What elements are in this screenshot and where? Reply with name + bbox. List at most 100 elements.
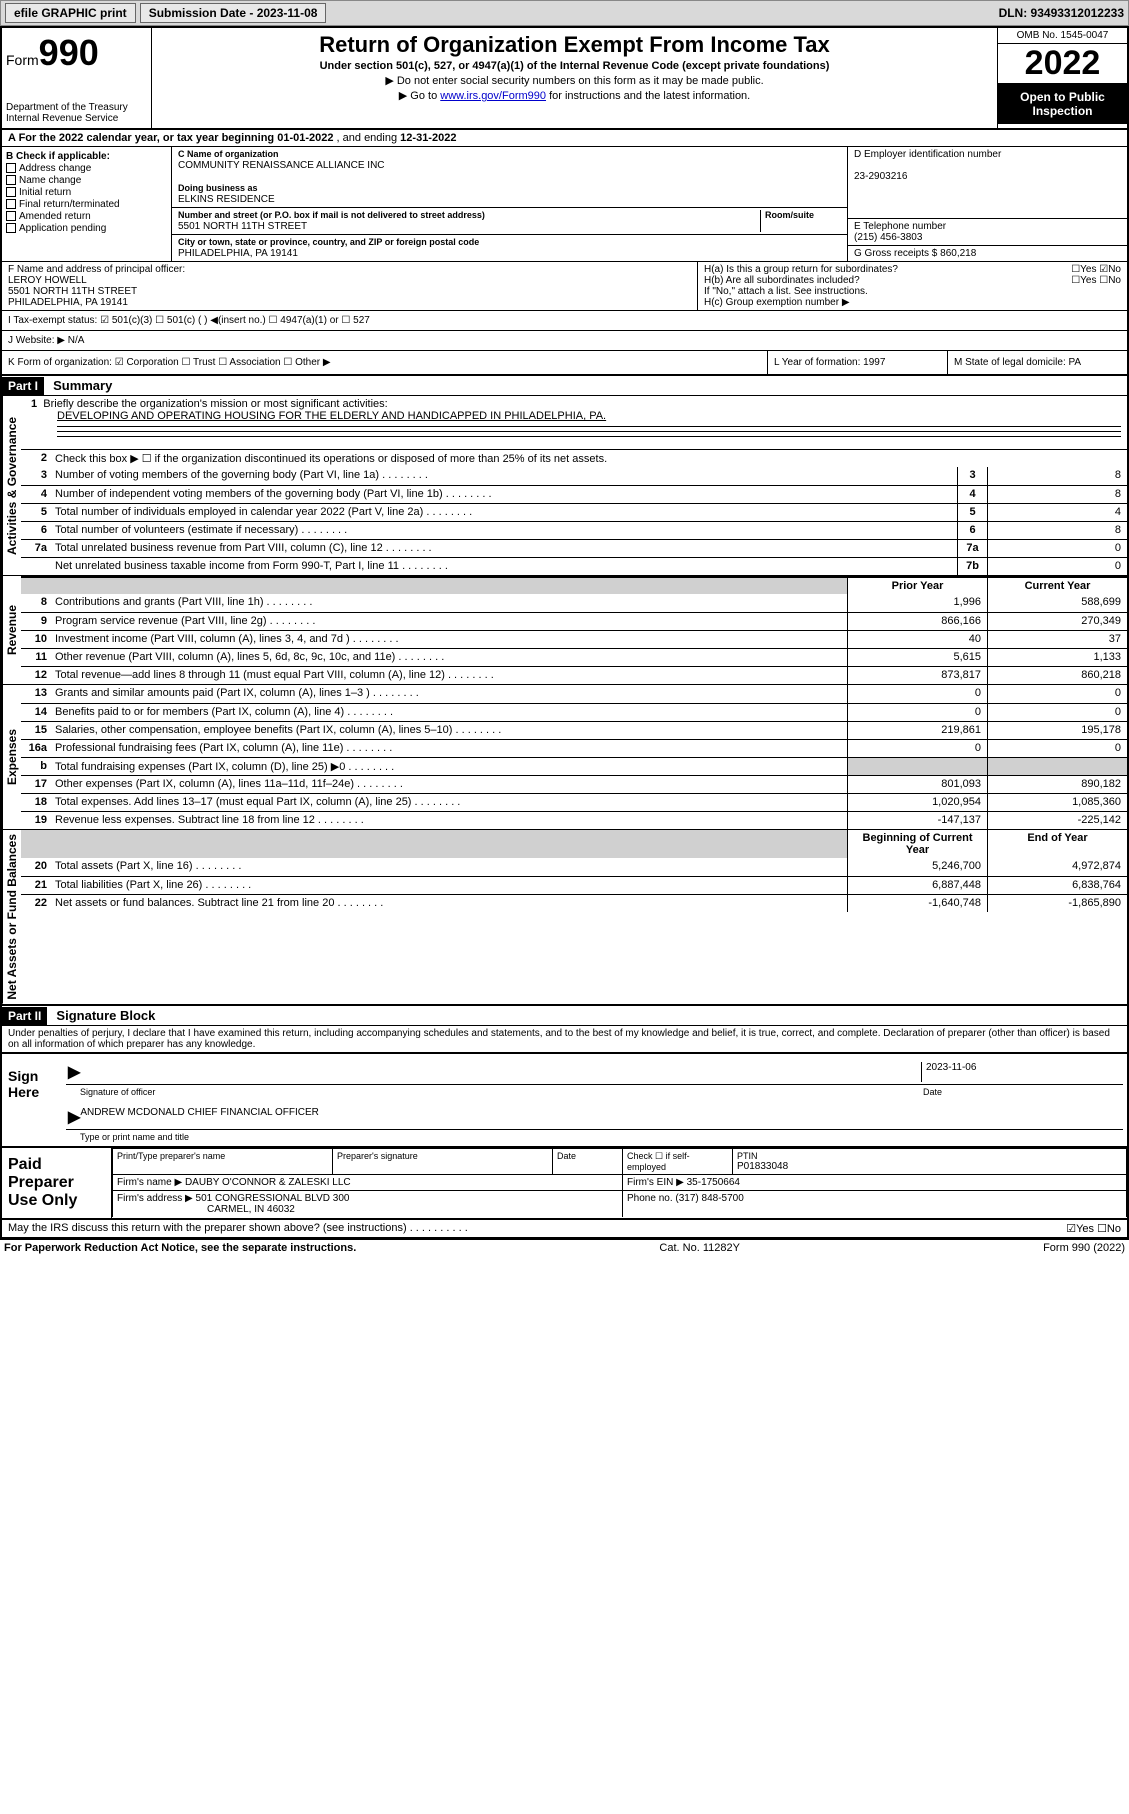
vlabel-net: Net Assets or Fund Balances [2, 830, 21, 1004]
state-domicile-label: M State of legal domicile: [954, 357, 1066, 368]
line-20: 20 Total assets (Part X, line 16) 5,246,… [21, 858, 1127, 876]
paid-preparer-label: Paid Preparer Use Only [2, 1148, 112, 1218]
form-990-num: 990 [39, 32, 99, 73]
cb-amended-return[interactable]: Amended return [6, 211, 167, 222]
vlabel-expenses: Expenses [2, 685, 21, 829]
line-8: 8 Contributions and grants (Part VIII, l… [21, 594, 1127, 612]
part-ii-header: Part II Signature Block [2, 1006, 1127, 1026]
irs-link[interactable]: www.irs.gov/Form990 [440, 90, 546, 102]
section-klm: K Form of organization: ☑ Corporation ☐ … [2, 351, 1127, 376]
hb-note: If "No," attach a list. See instructions… [704, 286, 1121, 297]
irs-label: Internal Revenue Service [6, 113, 147, 124]
addr-label: Number and street (or P.O. box if mail i… [178, 210, 485, 220]
dln-label: DLN: 93493312012233 [999, 6, 1124, 20]
line-9: 9 Program service revenue (Part VIII, li… [21, 612, 1127, 630]
ein-label: D Employer identification number [854, 149, 1001, 160]
part-i-badge: Part I [2, 377, 44, 395]
form-note-link: ▶ Go to www.irs.gov/Form990 for instruct… [160, 89, 989, 102]
sign-date: 2023-11-06 [921, 1062, 1121, 1082]
ha-answer: ☐Yes ☑No [1071, 264, 1121, 275]
line-22: 22 Net assets or fund balances. Subtract… [21, 894, 1127, 912]
org-name: COMMUNITY RENAISSANCE ALLIANCE INC [178, 160, 385, 171]
group-return: H(a) Is this a group return for subordin… [697, 262, 1127, 310]
part-i-header: Part I Summary [2, 376, 1127, 396]
org-name-label: C Name of organization [178, 149, 279, 159]
firm-ein: 35-1750664 [687, 1177, 740, 1188]
form-of-org-label: K Form of organization: [8, 357, 112, 368]
part-ii-title: Signature Block [50, 1006, 161, 1025]
state-domicile: PA [1069, 357, 1082, 368]
gross-value: 860,218 [940, 248, 976, 259]
footer-form: Form 990 (2022) [1043, 1242, 1125, 1254]
section-i: I Tax-exempt status: ☑ 501(c)(3) ☐ 501(c… [2, 311, 1127, 331]
row-a-period: A For the 2022 calendar year, or tax yea… [2, 130, 1127, 147]
col-c-org: C Name of organization COMMUNITY RENAISS… [172, 147, 847, 261]
hb-label: H(b) Are all subordinates included? [704, 275, 860, 286]
arrow-icon: ▶ [68, 1107, 80, 1127]
net-assets-section: Net Assets or Fund Balances Beginning of… [2, 830, 1127, 1006]
city-state-zip: PHILADELPHIA, PA 19141 [178, 248, 298, 259]
year-formation: 1997 [863, 357, 885, 368]
cb-initial-return[interactable]: Initial return [6, 187, 167, 198]
efile-print-button[interactable]: efile GRAPHIC print [5, 3, 136, 23]
part-i-title: Summary [47, 376, 118, 395]
line-5: 5 Total number of individuals employed i… [21, 503, 1127, 521]
street-address: 5501 NORTH 11TH STREET [178, 221, 307, 232]
open-to-public: Open to Public Inspection [998, 84, 1127, 124]
form-990: Form990 Department of the Treasury Inter… [0, 26, 1129, 1240]
discuss-row: May the IRS discuss this return with the… [2, 1220, 1127, 1238]
form-of-org-opts: ☑ Corporation ☐ Trust ☐ Association ☐ Ot… [115, 357, 331, 368]
ptin-value: P01833048 [737, 1161, 788, 1172]
period-end: 12-31-2022 [400, 132, 456, 144]
dba-name: ELKINS RESIDENCE [178, 194, 275, 205]
cb-name-change[interactable]: Name change [6, 175, 167, 186]
line-12: 12 Total revenue—add lines 8 through 11 … [21, 666, 1127, 684]
sign-here-block: Sign Here ▶ 2023-11-06 Signature of offi… [2, 1052, 1127, 1148]
line-16a: 16a Professional fundraising fees (Part … [21, 739, 1127, 757]
tax-year: 2022 [998, 44, 1127, 84]
date-label: Date [923, 1087, 1123, 1097]
dept-treasury: Department of the Treasury [6, 102, 147, 113]
firm-phone: (317) 848-5700 [675, 1193, 743, 1204]
sign-here-label: Sign Here [2, 1054, 62, 1146]
period-begin: 01-01-2022 [277, 132, 333, 144]
expenses-section: Expenses 13 Grants and similar amounts p… [2, 685, 1127, 830]
phone-value: (215) 456-3803 [854, 232, 922, 243]
hdr-current-year: Current Year [987, 578, 1127, 594]
hdr-end-year: End of Year [987, 830, 1127, 858]
footer-cat: Cat. No. 11282Y [659, 1242, 740, 1254]
col-deg: D Employer identification number 23-2903… [847, 147, 1127, 261]
discuss-answer: ☑Yes ☐No [1066, 1222, 1121, 1235]
line-11: 11 Other revenue (Part VIII, column (A),… [21, 648, 1127, 666]
vlabel-gov: Activities & Governance [2, 396, 21, 575]
section-j: J Website: ▶ N/A [2, 331, 1127, 351]
room-label: Room/suite [765, 210, 814, 220]
cb-final-return[interactable]: Final return/terminated [6, 199, 167, 210]
phone-label: E Telephone number [854, 221, 946, 232]
tax-exempt-label: I Tax-exempt status: [8, 315, 97, 326]
line-21: 21 Total liabilities (Part X, line 26) 6… [21, 876, 1127, 894]
line-17: 17 Other expenses (Part IX, column (A), … [21, 775, 1127, 793]
form-header: Form990 Department of the Treasury Inter… [2, 28, 1127, 130]
col-b-head: B Check if applicable: [6, 151, 167, 162]
line-18: 18 Total expenses. Add lines 13–17 (must… [21, 793, 1127, 811]
activities-governance: Activities & Governance 1 Briefly descri… [2, 396, 1127, 576]
principal-officer: F Name and address of principal officer:… [2, 262, 697, 310]
omb-number: OMB No. 1545-0047 [998, 28, 1127, 44]
hdr-prior-year: Prior Year [847, 578, 987, 594]
form-title: Return of Organization Exempt From Incom… [160, 32, 989, 58]
line-14: 14 Benefits paid to or for members (Part… [21, 703, 1127, 721]
line-13: 13 Grants and similar amounts paid (Part… [21, 685, 1127, 703]
form-note-ssn: ▶ Do not enter social security numbers o… [160, 74, 989, 87]
sig-officer-label: Signature of officer [66, 1087, 923, 1097]
col-b-checkboxes: B Check if applicable: Address change Na… [2, 147, 172, 261]
cb-address-change[interactable]: Address change [6, 163, 167, 174]
perjury-statement: Under penalties of perjury, I declare th… [2, 1026, 1127, 1052]
hdr-beginning-year: Beginning of Current Year [847, 830, 987, 858]
signer-name: ANDREW MCDONALD CHIEF FINANCIAL OFFICER [80, 1107, 319, 1127]
footer-left: For Paperwork Reduction Act Notice, see … [4, 1242, 356, 1254]
mission-text: DEVELOPING AND OPERATING HOUSING FOR THE… [57, 410, 1121, 422]
cb-app-pending[interactable]: Application pending [6, 223, 167, 234]
firm-name: DAUBY O'CONNOR & ZALESKI LLC [185, 1177, 351, 1188]
form-subtitle: Under section 501(c), 527, or 4947(a)(1)… [160, 60, 989, 72]
